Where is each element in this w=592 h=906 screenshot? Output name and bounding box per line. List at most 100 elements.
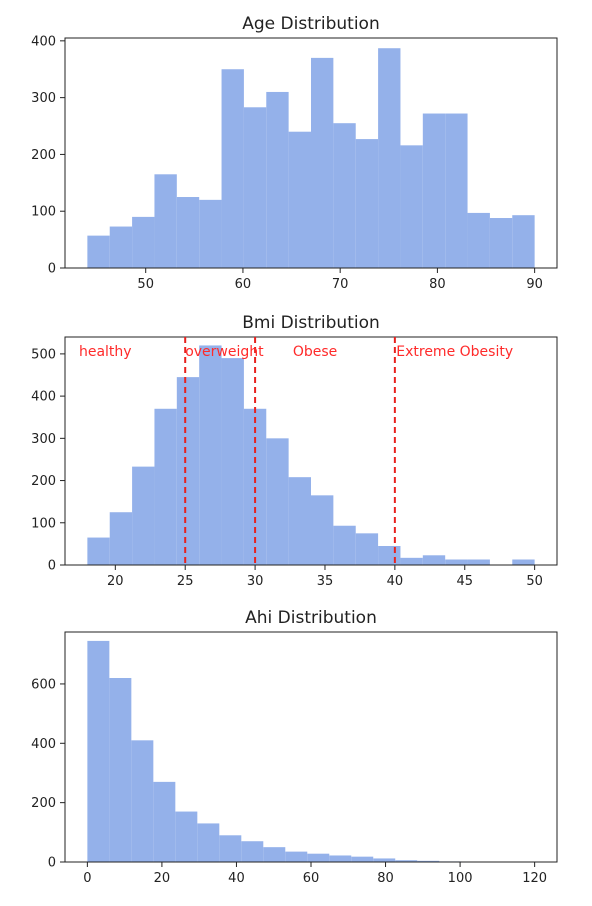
histogram-bar <box>87 640 110 862</box>
histogram-bar <box>219 835 242 862</box>
y-tick-label: 200 <box>31 796 56 811</box>
histogram-bar <box>132 466 155 565</box>
histogram-bar <box>445 113 468 269</box>
histogram-bar <box>109 226 133 268</box>
y-tick-label: 300 <box>31 432 56 447</box>
x-tick-label: 60 <box>303 871 320 886</box>
x-tick-label: 40 <box>387 574 404 589</box>
x-tick-label: 20 <box>154 871 171 886</box>
histogram-bar <box>199 345 222 565</box>
histogram-bar <box>422 555 446 565</box>
x-tick-label: 80 <box>429 277 446 292</box>
age-distribution-chart: Age Distribution 50 60 70 80 90 0 100 200 300 400 <box>31 14 558 292</box>
histogram-bar <box>87 235 110 268</box>
histogram-bar <box>467 559 490 565</box>
y-tick-label: 400 <box>31 34 56 49</box>
histogram-bar <box>199 199 222 268</box>
histogram-bar <box>311 495 334 565</box>
y-tick-label: 0 <box>48 856 56 871</box>
category-annotation: healthy <box>79 344 132 360</box>
x-tick-label: 25 <box>177 574 194 589</box>
histogram-bar <box>221 358 244 565</box>
y-tick-label: 200 <box>31 148 56 163</box>
histogram-bar <box>266 438 289 565</box>
category-annotation: Obese <box>293 344 337 360</box>
category-annotation: Extreme Obesity <box>396 344 513 360</box>
histogram-bar <box>355 139 379 268</box>
x-tick-label: 20 <box>107 574 124 589</box>
histogram-bar <box>266 91 289 268</box>
y-tick-label: 0 <box>48 559 56 574</box>
x-tick-label: 100 <box>448 871 473 886</box>
histogram-bar <box>285 851 308 862</box>
chart-title: Age Distribution <box>242 14 379 34</box>
histogram-bar <box>373 858 396 862</box>
histogram-bar <box>422 113 446 269</box>
histogram-bar <box>109 512 133 565</box>
histogram-bar <box>131 740 154 862</box>
histogram-bar <box>467 212 490 268</box>
histogram-bar <box>311 57 334 269</box>
histogram-bar <box>132 216 155 268</box>
y-tick-label: 300 <box>31 91 56 106</box>
histogram-bar <box>333 123 356 269</box>
chart-title: Ahi Distribution <box>245 608 377 628</box>
x-tick-label: 30 <box>247 574 264 589</box>
histogram-bar <box>154 174 177 268</box>
y-tick-label: 100 <box>31 205 56 220</box>
histogram-bar <box>243 107 267 268</box>
y-tick-label: 100 <box>31 516 56 531</box>
y-tick-label: 500 <box>31 347 56 362</box>
x-tick-label: 50 <box>137 277 154 292</box>
x-tick-label: 70 <box>332 277 349 292</box>
histogram-bar <box>329 855 352 862</box>
histogram-bar <box>154 408 177 565</box>
histogram-bar <box>221 69 244 269</box>
histogram-bar <box>176 377 200 565</box>
y-tick-label: 600 <box>31 677 56 692</box>
histogram-bar <box>288 477 311 565</box>
x-tick-label: 60 <box>235 277 252 292</box>
histogram-bar <box>400 145 423 268</box>
histogram-bar <box>307 853 330 862</box>
x-tick-label: 40 <box>228 871 245 886</box>
category-annotation: overweight <box>185 344 264 360</box>
histogram-bar <box>175 811 198 862</box>
histogram-bar <box>512 559 535 565</box>
x-tick-label: 0 <box>83 871 91 886</box>
histogram-bar <box>445 559 468 565</box>
ahi-distribution-chart: Ahi Distribution 0 20 40 60 80 100 120 0 200 400 60… <box>31 608 558 886</box>
x-tick-label: 90 <box>526 277 543 292</box>
plot-frame <box>64 37 558 269</box>
histogram-bar <box>153 781 176 862</box>
y-tick-label: 400 <box>31 737 56 752</box>
histogram-bar <box>400 557 423 565</box>
x-tick-label: 45 <box>456 574 473 589</box>
plot-frame <box>64 336 558 566</box>
x-tick-label: 50 <box>526 574 543 589</box>
histogram-bar <box>378 48 401 268</box>
histogram-bar <box>87 537 110 565</box>
histogram-bar <box>378 546 401 565</box>
histogram-bar <box>333 525 356 565</box>
histogram-bar <box>417 860 440 862</box>
histogram-bar <box>288 131 311 268</box>
histogram-bar <box>355 533 379 565</box>
histogram-bar <box>109 678 132 862</box>
x-tick-label: 80 <box>377 871 394 886</box>
histogram-bar <box>351 856 374 862</box>
x-tick-label: 35 <box>317 574 334 589</box>
histogram-bar <box>263 847 286 862</box>
chart-title: Bmi Distribution <box>242 313 380 333</box>
histogram-bar <box>243 408 267 565</box>
y-tick-label: 0 <box>48 262 56 277</box>
histogram-bar <box>241 841 264 862</box>
x-tick-label: 120 <box>522 871 547 886</box>
y-tick-label: 200 <box>31 474 56 489</box>
histogram-bar <box>395 860 418 862</box>
y-tick-label: 400 <box>31 390 56 405</box>
histogram-bar <box>489 218 513 268</box>
histogram-bar <box>197 823 220 862</box>
